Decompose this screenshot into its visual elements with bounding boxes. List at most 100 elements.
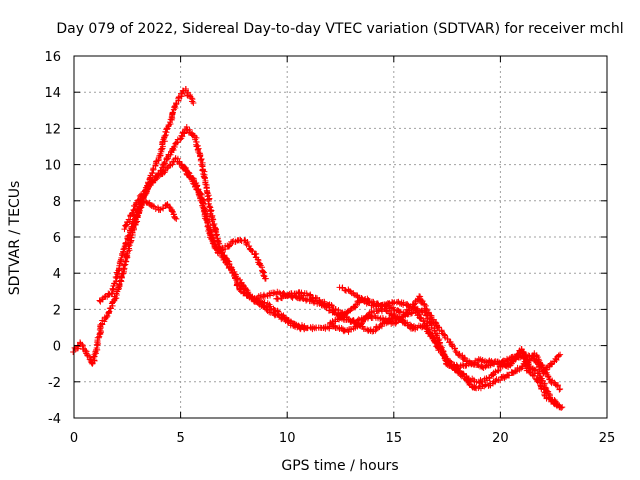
data-point <box>154 172 161 179</box>
data-point <box>210 240 217 247</box>
data-point <box>492 379 499 386</box>
data-point <box>447 358 454 365</box>
data-point <box>370 298 377 305</box>
data-point <box>243 286 250 293</box>
data-point <box>169 110 176 117</box>
data-point <box>160 205 167 212</box>
data-point <box>244 239 251 246</box>
data-point <box>437 343 444 350</box>
y-axis: -4 -2 0 2 4 6 8 10 12 14 16 <box>44 50 607 427</box>
x-axis-label: GPS time / hours <box>281 458 398 474</box>
data-point <box>256 261 263 268</box>
data-point <box>557 386 564 393</box>
data-point <box>545 373 552 380</box>
data-point <box>236 287 243 294</box>
x-tick-label: 0 <box>70 431 78 446</box>
data-point <box>103 314 110 321</box>
data-point <box>456 350 463 357</box>
data-point <box>175 95 182 102</box>
data-point <box>149 202 156 209</box>
data-point <box>442 357 449 364</box>
data-point <box>123 253 130 260</box>
data-point <box>120 246 127 253</box>
y-tick-label: 14 <box>44 86 61 101</box>
data-point <box>531 372 538 379</box>
data-point <box>206 203 213 210</box>
data-point <box>202 181 209 188</box>
data-point <box>173 215 180 222</box>
data-point <box>536 379 543 386</box>
data-point <box>377 315 384 322</box>
data-point <box>165 122 172 129</box>
data-point <box>520 355 527 362</box>
data-point <box>353 301 360 308</box>
y-tick-label: -4 <box>48 412 61 427</box>
data-point <box>105 309 112 316</box>
data-point <box>418 324 425 331</box>
data-point <box>171 143 178 150</box>
data-point <box>441 331 448 338</box>
data-point <box>451 367 458 374</box>
data-point <box>505 361 512 368</box>
data-point <box>183 123 190 130</box>
x-tick-label: 5 <box>176 431 184 446</box>
data-point <box>70 349 77 356</box>
data-point <box>340 328 347 335</box>
x-tick-label: 10 <box>279 431 296 446</box>
data-point <box>179 90 186 97</box>
data-point <box>94 334 101 341</box>
data-point <box>519 364 526 371</box>
data-point <box>366 312 373 319</box>
data-point <box>267 303 274 310</box>
data-point <box>538 365 545 372</box>
data-point <box>362 315 369 322</box>
data-point <box>506 372 513 379</box>
data-point <box>407 310 414 317</box>
series-track-a <box>70 85 197 367</box>
data-point <box>390 312 397 319</box>
data-point <box>444 336 451 343</box>
data-point <box>559 404 566 411</box>
data-point <box>452 348 459 355</box>
y-tick-label: 16 <box>44 50 61 65</box>
data-point <box>122 240 129 247</box>
data-point <box>332 306 339 313</box>
y-tick-label: 12 <box>44 122 61 137</box>
data-point <box>547 378 554 385</box>
data-point <box>421 308 428 315</box>
x-tick-label: 20 <box>492 431 509 446</box>
data-point <box>147 202 154 209</box>
data-point <box>168 114 175 121</box>
data-point <box>186 170 193 177</box>
data-point <box>431 327 438 334</box>
data-point <box>134 212 141 219</box>
y-tick-label: 2 <box>53 303 61 318</box>
data-point <box>312 294 319 301</box>
data-point <box>161 169 168 176</box>
data-point <box>169 109 176 116</box>
data-point <box>106 308 113 315</box>
data-point <box>274 296 281 303</box>
data-point <box>254 256 261 263</box>
data-point <box>556 386 563 393</box>
data-point <box>553 356 560 363</box>
data-point <box>157 206 164 213</box>
data-point <box>108 290 115 297</box>
data-point <box>135 209 142 216</box>
data-point <box>461 354 468 361</box>
data-point <box>90 354 97 361</box>
data-point <box>180 129 187 136</box>
data-point <box>185 169 192 176</box>
data-point <box>249 248 256 255</box>
y-tick-label: 0 <box>53 340 61 355</box>
data-point <box>326 324 333 331</box>
data-point <box>410 325 417 332</box>
data-point <box>126 232 133 239</box>
data-point <box>309 295 316 302</box>
data-point <box>406 321 413 328</box>
data-point <box>123 239 130 246</box>
data-point <box>548 361 555 368</box>
y-tick-label: 10 <box>44 159 61 174</box>
data-point <box>436 336 443 343</box>
